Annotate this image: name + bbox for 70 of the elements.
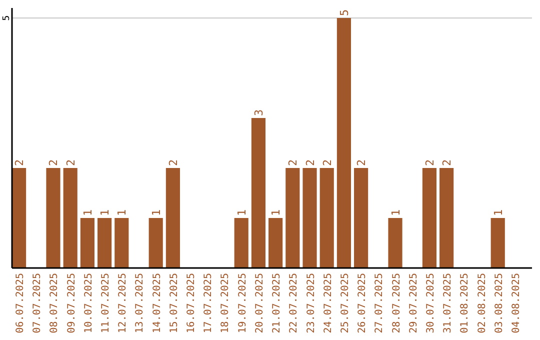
bar [12, 168, 26, 268]
bar [286, 168, 300, 268]
data-label: 2 [320, 159, 334, 166]
data-label: 2 [286, 159, 300, 166]
x-tick-label: 10.07.2025 [83, 273, 94, 334]
x-tick-label: 24.07.2025 [322, 273, 334, 334]
x-tick-label: 19.07.2025 [237, 273, 248, 334]
bar [320, 168, 334, 268]
x-tick-label: 01.08.2025 [460, 273, 471, 334]
bar [46, 168, 60, 268]
x-tick-label: 14.07.2025 [152, 273, 163, 334]
bar [80, 218, 94, 268]
x-tick-label: 29.07.2025 [408, 273, 420, 334]
bar [336, 18, 351, 268]
x-tick-label: 17.07.2025 [203, 273, 214, 334]
bar [490, 218, 505, 268]
bar [166, 168, 180, 268]
data-label: 3 [252, 109, 266, 116]
data-label: 2 [423, 159, 436, 166]
bar [302, 168, 317, 268]
data-label: 1 [235, 209, 248, 216]
bar [114, 218, 129, 268]
bar [234, 218, 248, 268]
x-tick-label: 12.07.2025 [118, 273, 129, 334]
bar [268, 218, 283, 268]
x-tick-label: 13.07.2025 [134, 273, 146, 334]
data-label: 2 [166, 159, 180, 166]
bar [388, 218, 402, 268]
data-label: 1 [389, 209, 402, 216]
x-tick-label: 06.07.2025 [15, 273, 26, 334]
x-tick-label: 20.07.2025 [254, 273, 266, 334]
x-tick-label: 23.07.2025 [306, 273, 317, 334]
x-tick-label: 31.07.2025 [442, 273, 454, 334]
x-tick-label: 08.07.2025 [49, 273, 60, 334]
data-label: 1 [150, 209, 163, 216]
x-tick-label: 15.07.2025 [168, 273, 180, 334]
bar [422, 168, 436, 268]
x-tick-label: 02.08.2025 [476, 273, 488, 334]
x-tick-label: 27.07.2025 [374, 273, 386, 334]
x-tick-label: 07.07.2025 [32, 273, 44, 334]
data-label: 1 [81, 209, 94, 216]
x-tick-label: 11.07.2025 [100, 273, 112, 334]
bar [148, 218, 163, 268]
data-label: 2 [355, 159, 368, 166]
x-tick-label: 30.07.2025 [425, 273, 436, 334]
bar [251, 118, 266, 268]
bar [63, 168, 78, 268]
bar [354, 168, 368, 268]
data-label: 1 [116, 209, 129, 216]
data-label: 2 [47, 159, 60, 166]
data-label: 2 [64, 159, 78, 166]
data-label: 2 [304, 159, 317, 166]
data-label: 2 [440, 159, 454, 166]
data-label: 2 [13, 159, 26, 166]
x-tick-label: 04.08.2025 [510, 273, 522, 334]
x-tick-label: 18.07.2025 [220, 273, 232, 334]
x-tick-label: 21.07.2025 [272, 273, 283, 334]
x-tick-label: 26.07.2025 [357, 273, 368, 334]
data-label: 1 [270, 209, 283, 216]
data-label: 1 [492, 209, 505, 216]
x-tick-label: 09.07.2025 [66, 273, 78, 334]
x-tick-label: 28.07.2025 [391, 273, 402, 334]
x-tick-label: 25.07.2025 [340, 273, 351, 334]
x-tick-label: 16.07.2025 [186, 273, 198, 334]
bar [98, 218, 112, 268]
x-tick-label: 22.07.2025 [288, 273, 300, 334]
bar [440, 168, 454, 268]
data-label: 5 [338, 9, 351, 16]
x-tick-label: 03.08.2025 [494, 273, 505, 334]
data-label: 1 [98, 209, 112, 216]
